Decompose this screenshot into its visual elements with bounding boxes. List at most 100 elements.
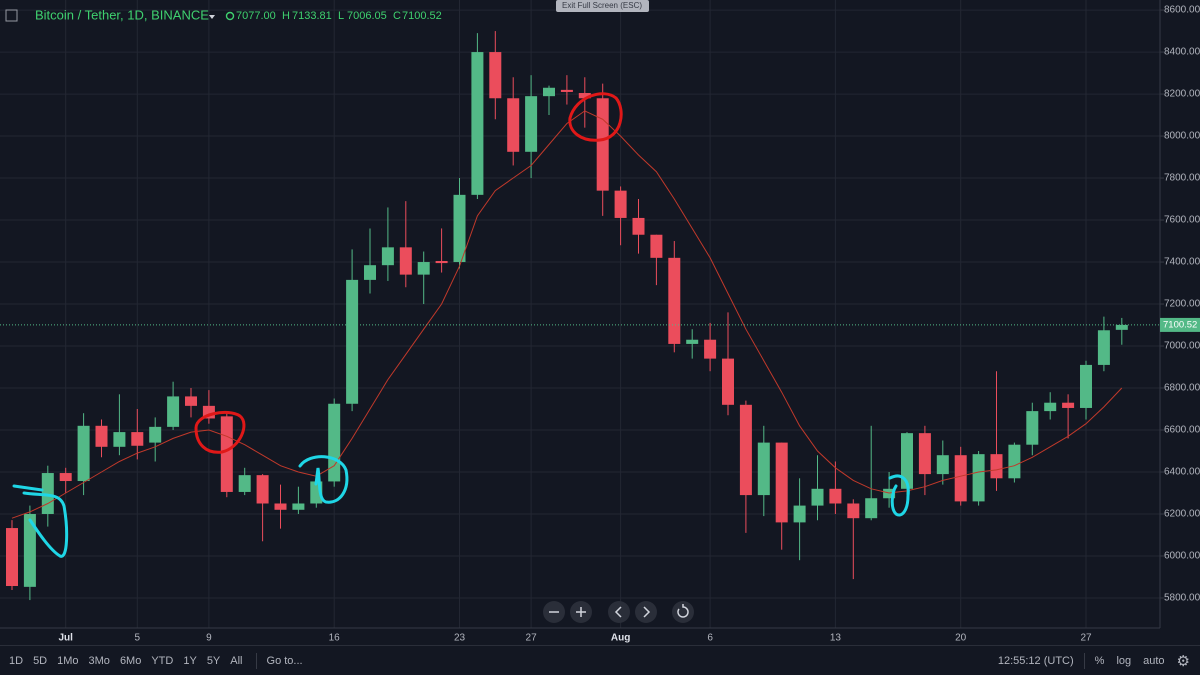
- candle-body: [220, 416, 233, 492]
- candle-body: [560, 89, 573, 92]
- y-tick-label: 7400.00: [1164, 257, 1200, 268]
- range-button[interactable]: 1Mo: [57, 654, 79, 667]
- x-tick-label: 27: [526, 633, 538, 644]
- y-tick-label: 8200.00: [1164, 89, 1200, 100]
- reset-button[interactable]: [672, 601, 694, 623]
- range-button[interactable]: 5Y: [206, 654, 221, 667]
- ohlc-value: 7006.05: [347, 10, 387, 22]
- x-tick-label: 16: [329, 633, 341, 644]
- range-button[interactable]: 5D: [33, 654, 48, 667]
- candle-body: [131, 432, 144, 446]
- candle-body: [59, 473, 72, 482]
- ohlc-value: 7077.00: [236, 10, 276, 22]
- candle-body: [417, 262, 430, 275]
- percent-toggle[interactable]: %: [1094, 654, 1105, 667]
- candle-body: [399, 247, 412, 275]
- y-tick-label: 7200.00: [1164, 299, 1200, 310]
- candle-body: [1008, 444, 1021, 479]
- candle-body: [1115, 324, 1128, 330]
- candle-body: [525, 96, 538, 152]
- range-button[interactable]: All: [230, 654, 243, 667]
- annotations: [12, 92, 910, 558]
- y-tick-label: 7600.00: [1164, 215, 1200, 226]
- toolbar-right: 12:55:12 (UTC) % log auto ⚙: [992, 652, 1200, 670]
- candle-body: [238, 475, 251, 492]
- range-button[interactable]: 3Mo: [88, 654, 110, 667]
- nav-controls: [543, 601, 694, 623]
- x-tick-label: Jul: [58, 633, 73, 644]
- candle-body: [990, 454, 1003, 479]
- candle-body: [847, 503, 860, 519]
- status-dot: [225, 11, 235, 21]
- candle-body: [793, 505, 806, 523]
- bottom-toolbar: 1D 5D 1Mo 3Mo 6Mo YTD 1Y 5Y All Go to... 12:55:1…: [0, 645, 1200, 675]
- candle-body: [901, 433, 913, 489]
- candle-body: [704, 339, 717, 359]
- y-tick-label: 6800.00: [1164, 383, 1200, 394]
- layout-icon[interactable]: [5, 9, 18, 22]
- annotation: [568, 92, 623, 142]
- annotation: [12, 484, 69, 558]
- candle-body: [364, 265, 376, 280]
- candle-body: [918, 433, 931, 475]
- candle-body: [95, 425, 108, 447]
- goto-button[interactable]: Go to...: [266, 654, 303, 667]
- y-tick-label: 5800.00: [1164, 593, 1200, 604]
- candle-body: [668, 257, 681, 344]
- candle-body: [292, 503, 305, 510]
- plot-area: [0, 0, 1160, 628]
- candle-body: [829, 488, 842, 504]
- candle-body: [471, 52, 484, 195]
- range-button[interactable]: 1D: [9, 654, 24, 667]
- candle-body: [722, 358, 734, 405]
- candle-body: [167, 396, 180, 427]
- range-button[interactable]: 6Mo: [119, 654, 142, 667]
- y-tick-label: 6600.00: [1164, 425, 1200, 436]
- y-tick-label: 7000.00: [1164, 341, 1200, 352]
- candle-body: [77, 425, 90, 482]
- annotation: [298, 455, 349, 504]
- range-button[interactable]: YTD: [151, 654, 174, 667]
- settings-button[interactable]: ⚙: [1176, 652, 1190, 670]
- range-button[interactable]: 1Y: [183, 654, 197, 667]
- icon: [677, 604, 689, 618]
- candle-body: [6, 528, 18, 587]
- candle-body: [23, 513, 36, 587]
- exit-fullscreen-label: Exit Full Screen (ESC): [562, 1, 642, 10]
- marks: [0, 31, 1160, 601]
- dropdown-arrow[interactable]: [209, 15, 215, 19]
- candle-body: [453, 194, 466, 263]
- log-toggle[interactable]: log: [1116, 654, 1132, 667]
- chart: Bitcoin / Tether, 1D, BINANCE 7077.00 H …: [0, 0, 1200, 644]
- symbol-title[interactable]: Bitcoin / Tether, 1D, BINANCE: [35, 7, 209, 22]
- ohlc-value: 7133.81: [292, 10, 332, 22]
- candle-body: [1080, 364, 1092, 408]
- separator: [255, 652, 257, 669]
- candle-body: [274, 503, 287, 510]
- candle-body: [614, 190, 627, 218]
- x-tick-label: 20: [955, 633, 967, 644]
- candle-body: [507, 98, 520, 152]
- candle-body: [543, 87, 555, 97]
- candle-body: [149, 426, 162, 443]
- y-tick-label: 8400.00: [1164, 47, 1200, 58]
- candle-body: [596, 98, 609, 191]
- x-tick-label: 27: [1080, 633, 1092, 644]
- ohlc-label: H: [282, 10, 290, 22]
- candle-body: [1026, 411, 1039, 445]
- candle-body: [1044, 402, 1057, 412]
- candle-body: [1062, 402, 1075, 408]
- scroll-left-button[interactable]: [608, 601, 630, 623]
- candle-body: [686, 339, 699, 344]
- scroll-right-button[interactable]: [635, 601, 657, 623]
- candle-body: [346, 279, 359, 404]
- ohlc-label: C: [393, 10, 401, 22]
- last-price-label: 7100.52: [1163, 319, 1197, 330]
- y-tick-label: 7800.00: [1164, 173, 1200, 184]
- candle-body: [811, 488, 824, 506]
- exit-fullscreen-button[interactable]: [556, 0, 649, 12]
- auto-toggle[interactable]: auto: [1143, 654, 1165, 667]
- candle-body: [739, 404, 752, 496]
- candle-body: [578, 93, 591, 99]
